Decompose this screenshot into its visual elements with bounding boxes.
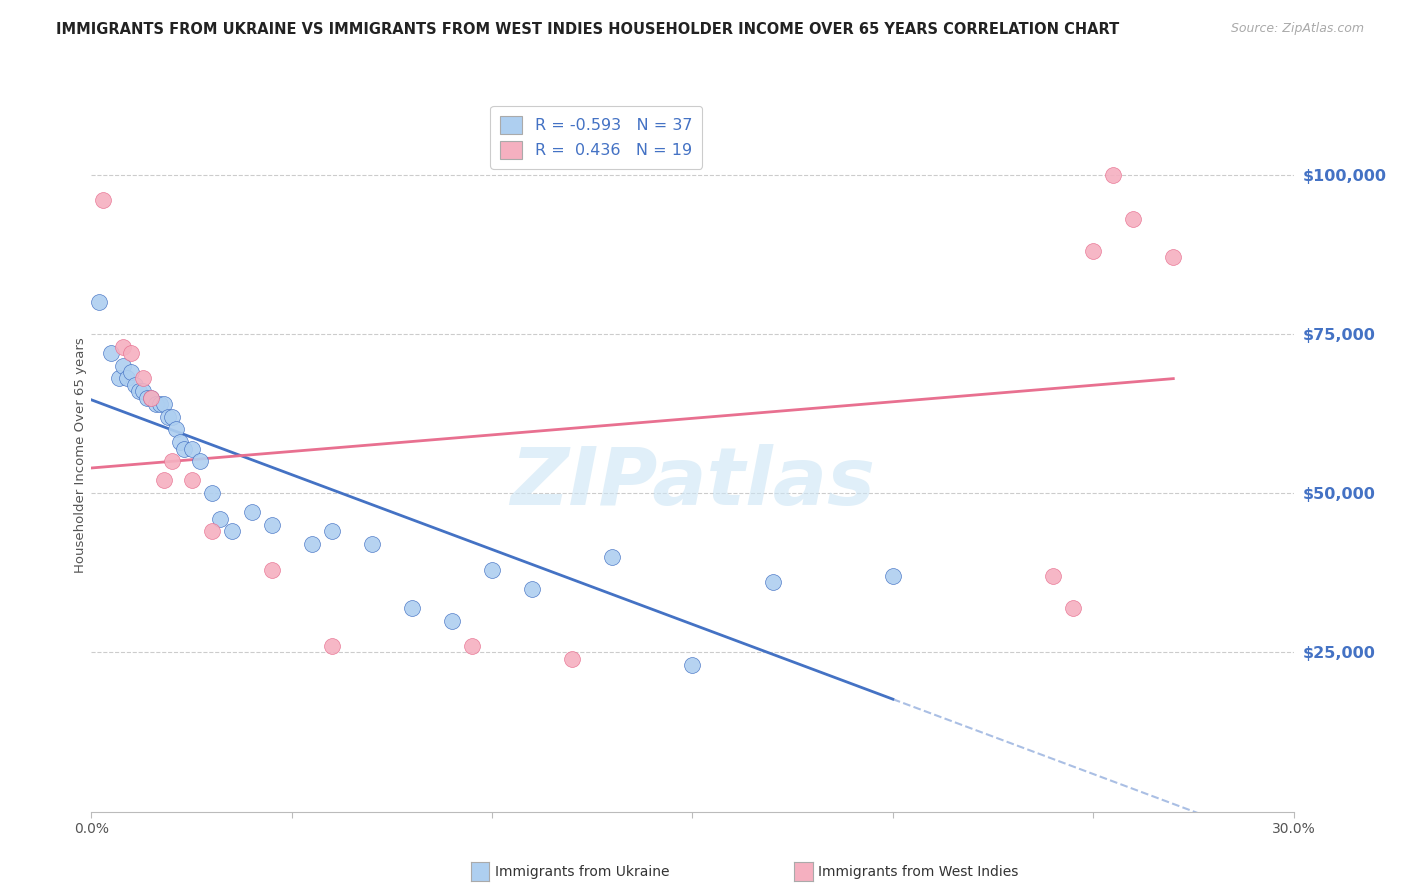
Point — [152, 397, 174, 411]
Text: ZIPatlas: ZIPatlas — [510, 444, 875, 523]
Point — [240, 505, 263, 519]
Point — [602, 549, 624, 564]
Point — [136, 391, 159, 405]
Point — [117, 371, 139, 385]
Point — [165, 422, 187, 436]
Point — [128, 384, 150, 399]
Point — [124, 377, 146, 392]
Point — [1083, 244, 1105, 258]
Point — [401, 600, 423, 615]
Point — [108, 371, 131, 385]
Point — [141, 391, 163, 405]
Point — [321, 524, 343, 539]
Point — [169, 435, 191, 450]
Legend: R = -0.593   N = 37, R =  0.436   N = 19: R = -0.593 N = 37, R = 0.436 N = 19 — [491, 106, 702, 169]
Point — [461, 639, 484, 653]
Point — [1122, 212, 1144, 227]
Point — [160, 409, 183, 424]
Point — [221, 524, 243, 539]
Point — [141, 391, 163, 405]
Point — [681, 658, 703, 673]
Point — [201, 486, 224, 500]
Point — [132, 371, 155, 385]
Point — [180, 474, 202, 488]
Point — [1062, 600, 1084, 615]
Point — [121, 365, 143, 379]
Point — [148, 397, 170, 411]
Point — [160, 454, 183, 468]
Point — [481, 563, 503, 577]
Point — [188, 454, 211, 468]
Point — [201, 524, 224, 539]
Y-axis label: Householder Income Over 65 years: Householder Income Over 65 years — [73, 337, 87, 573]
Point — [100, 346, 122, 360]
Point — [1042, 569, 1064, 583]
Point — [173, 442, 195, 456]
Point — [132, 384, 155, 399]
Point — [260, 563, 283, 577]
Point — [360, 537, 382, 551]
Point — [121, 346, 143, 360]
Point — [156, 409, 179, 424]
Point — [301, 537, 323, 551]
Point — [1161, 251, 1184, 265]
Point — [152, 474, 174, 488]
Point — [441, 614, 464, 628]
Point — [561, 652, 583, 666]
Point — [260, 518, 283, 533]
Point — [882, 569, 904, 583]
Point — [112, 359, 135, 373]
Text: IMMIGRANTS FROM UKRAINE VS IMMIGRANTS FROM WEST INDIES HOUSEHOLDER INCOME OVER 6: IMMIGRANTS FROM UKRAINE VS IMMIGRANTS FR… — [56, 22, 1119, 37]
Point — [208, 511, 231, 525]
Text: Immigrants from Ukraine: Immigrants from Ukraine — [495, 865, 669, 880]
Text: Source: ZipAtlas.com: Source: ZipAtlas.com — [1230, 22, 1364, 36]
Point — [762, 575, 785, 590]
Point — [520, 582, 543, 596]
Point — [180, 442, 202, 456]
Point — [112, 340, 135, 354]
Point — [145, 397, 167, 411]
Point — [321, 639, 343, 653]
Point — [93, 193, 115, 207]
Point — [89, 295, 111, 310]
Point — [1102, 168, 1125, 182]
Text: Immigrants from West Indies: Immigrants from West Indies — [818, 865, 1019, 880]
